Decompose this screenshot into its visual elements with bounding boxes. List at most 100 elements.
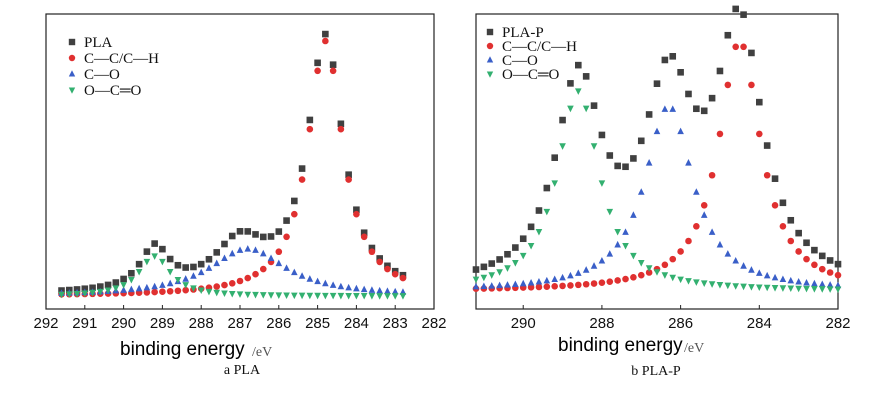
x-tick-label: 282: [825, 315, 850, 332]
legend-marker-triangle-down: [486, 71, 494, 78]
data-point: [669, 274, 677, 282]
data-point: [197, 268, 205, 276]
data-point: [763, 142, 771, 149]
data-point: [182, 286, 189, 294]
data-point: [135, 268, 143, 276]
legend-marker-triangle-up: [68, 70, 76, 77]
x-tick-label: 290: [111, 315, 136, 332]
data-point: [700, 107, 708, 115]
data-point: [120, 286, 127, 293]
data-point: [472, 282, 480, 290]
data-point: [559, 116, 566, 124]
data-point: [197, 260, 205, 268]
data-point: [236, 228, 244, 235]
data-point: [267, 233, 275, 240]
data-point: [653, 127, 661, 135]
data-point: [205, 288, 213, 296]
data-point: [345, 171, 352, 178]
data-point: [598, 131, 606, 139]
data-point: [795, 229, 802, 237]
data-point: [645, 265, 653, 272]
data-point: [606, 250, 614, 257]
data-point: [527, 278, 535, 286]
data-point: [504, 281, 511, 288]
data-point: [143, 283, 151, 291]
data-point: [190, 285, 197, 292]
legend: PLA-PC—C/C—HC—OO—C═O: [486, 25, 577, 83]
data-point: [575, 88, 582, 95]
data-point: [582, 266, 590, 273]
data-point: [708, 94, 716, 102]
data-point: [128, 269, 135, 277]
data-point: [834, 286, 842, 293]
x-axis-unit: /eV: [684, 341, 704, 356]
data-point: [112, 285, 120, 292]
data-point: [368, 244, 376, 252]
data-point: [166, 268, 174, 276]
data-point: [337, 282, 345, 290]
data-point: [353, 210, 360, 218]
x-tick-label: 285: [305, 315, 330, 332]
data-point: [174, 287, 182, 295]
data-point: [205, 264, 213, 271]
data-point: [567, 271, 574, 279]
data-point: [275, 228, 283, 235]
data-point: [575, 281, 582, 289]
data-point: [368, 248, 376, 256]
data-point: [535, 283, 543, 291]
data-point: [306, 116, 314, 124]
data-point: [174, 261, 182, 269]
data-point: [252, 270, 259, 278]
data-point: [771, 285, 779, 292]
data-point: [590, 280, 598, 287]
data-point: [399, 293, 407, 300]
data-point: [306, 275, 314, 282]
data-point: [89, 289, 96, 297]
data-point: [637, 271, 645, 279]
data-point: [166, 279, 174, 287]
data-point: [653, 269, 661, 276]
data-point: [353, 292, 360, 300]
data-point: [637, 137, 645, 145]
data-point: [384, 265, 391, 273]
data-point: [166, 287, 174, 295]
legend-label: PLA: [84, 35, 113, 51]
x-tick-label: 283: [383, 315, 408, 332]
data-point: [693, 188, 700, 195]
data-point: [391, 293, 399, 300]
data-point: [756, 98, 763, 106]
data-point: [353, 284, 360, 292]
data-point: [653, 80, 661, 87]
data-point: [779, 222, 787, 230]
data-point: [795, 278, 802, 285]
plot-frame: [475, 13, 839, 310]
data-point: [708, 281, 716, 288]
data-point: [582, 73, 590, 80]
data-point: [645, 159, 653, 166]
data-point: [213, 249, 221, 256]
data-point: [512, 260, 519, 267]
data-point: [221, 281, 228, 289]
data-point: [677, 68, 684, 76]
data-point: [73, 291, 81, 298]
data-point: [693, 279, 700, 286]
data-point: [244, 245, 252, 252]
x-tick-label: 286: [668, 315, 693, 332]
data-point: [512, 244, 519, 251]
legend-marker-circle: [486, 42, 494, 50]
series-o-c-o: [58, 253, 407, 300]
data-point: [512, 280, 519, 288]
data-point: [190, 272, 197, 279]
data-point: [732, 43, 739, 51]
data-point: [135, 260, 143, 268]
data-point: [787, 285, 795, 293]
data-point: [826, 257, 834, 264]
data-point: [174, 276, 182, 284]
data-point: [582, 105, 590, 113]
data-point: [236, 291, 244, 298]
data-point: [236, 246, 244, 253]
data-point: [360, 293, 368, 300]
data-point: [740, 262, 747, 269]
data-point: [275, 292, 283, 299]
data-point: [159, 288, 166, 296]
